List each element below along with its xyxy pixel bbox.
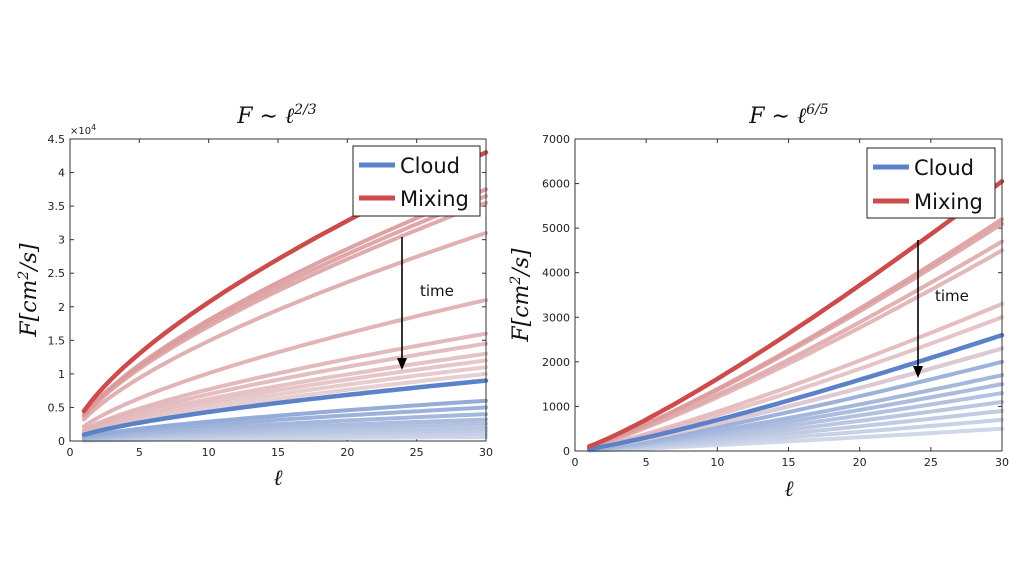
legend-label-mixing: Mixing (400, 187, 469, 211)
mixing-line-faded (81, 365, 488, 436)
y-tick-label: 3000 (542, 311, 570, 324)
y-tick-label: 0.5 (48, 401, 66, 414)
chart-left-legend-box (352, 145, 481, 217)
x-tick-label: 10 (202, 446, 216, 459)
cloud-line-main (586, 332, 1005, 452)
y-tick-label: 1.5 (48, 334, 66, 347)
mixing-line-faded (81, 358, 488, 435)
y-tick-label: 6000 (542, 178, 570, 191)
y-tick-label: 1000 (542, 400, 570, 413)
chart-right-legend: Cloud Mixing (866, 147, 996, 219)
x-tick-label: 25 (924, 456, 938, 469)
y-tick-label: 0 (563, 445, 570, 458)
chart-right-legend-box (866, 147, 996, 219)
chart-left: F ∼ ℓ2/3 0 5 10 15 20 25 30 0 0.5 1 1.5 2 2.5 3 3.5 4 4.… (16, 102, 493, 491)
chart-right-title: F ∼ ℓ6/5 (748, 102, 828, 129)
y-tick-label: 4.5 (48, 133, 66, 146)
y-tick-label: 4 (58, 167, 65, 180)
chart-left-ylabel: F[cm2/s] (16, 243, 42, 338)
chart-right-title-main: F ∼ ℓ (748, 104, 807, 129)
x-tick-label: 15 (782, 456, 796, 469)
y-tick-label: 1 (58, 368, 65, 381)
mixing-line-faded (587, 217, 1004, 450)
chart-right-frame (574, 138, 1003, 452)
chart-right-time-annotation: time (913, 240, 969, 378)
y-tick-label: 4000 (542, 267, 570, 280)
legend-label-cloud: Cloud (914, 156, 974, 180)
cloud-line-faded (81, 405, 488, 440)
y-tick-label: 2 (58, 301, 65, 314)
time-arrow-head (913, 366, 923, 378)
mixing-line-faded (587, 301, 1004, 451)
x-tick-label: 10 (710, 456, 724, 469)
time-arrow-head (397, 358, 407, 370)
y-tick-label: 2000 (542, 356, 570, 369)
chart-left-xlabel: ℓ (273, 466, 283, 491)
x-tick-label: 30 (995, 456, 1009, 469)
y-tick-label: 0 (58, 435, 65, 448)
x-tick-label: 5 (136, 446, 143, 459)
x-tick-label: 0 (572, 456, 579, 469)
mixing-line-faded (81, 231, 488, 422)
x-tick-label: 20 (340, 446, 354, 459)
chart-left-title-exponent: 2/3 (293, 102, 317, 118)
cloud-line-faded (81, 398, 488, 439)
y-tick-label: 2.5 (48, 267, 66, 280)
x-tick-label: 20 (853, 456, 867, 469)
cloud-line-main (81, 378, 489, 437)
chart-right-ylabel: F[cm2/s] (508, 248, 534, 343)
chart-right-title-exponent: 6/5 (806, 102, 829, 118)
time-label: time (420, 282, 454, 300)
chart-right: F ∼ ℓ6/5 0 5 10 15 20 25 30 0 1000 2000 3000 4000 50… (508, 102, 1009, 502)
mixing-line-faded (81, 351, 488, 434)
y-tick-label: 3 (58, 234, 65, 247)
y-tick-label: 3.5 (48, 200, 66, 213)
mixing-line-faded (81, 331, 488, 432)
cloud-line-faded (81, 412, 488, 441)
chart-left-legend: Cloud Mixing (352, 145, 481, 217)
x-tick-label: 5 (643, 456, 650, 469)
chart-left-title: F ∼ ℓ2/3 (236, 102, 316, 129)
legend-label-mixing: Mixing (914, 190, 983, 214)
mixing-line-main (586, 179, 1005, 449)
x-tick-label: 0 (67, 446, 74, 459)
chart-right-ticks: 0 5 10 15 20 25 30 0 1000 2000 3000 4000 5000 6000 700… (542, 133, 1009, 469)
chart-right-xlabel: ℓ (784, 477, 794, 502)
legend-label-cloud: Cloud (400, 154, 460, 178)
y-tick-label: 5000 (542, 222, 570, 235)
chart-left-time-annotation: time (397, 237, 454, 370)
mixing-line-faded (587, 239, 1004, 450)
chart-left-title-main: F ∼ ℓ (236, 104, 295, 129)
mixing-line-faded (81, 187, 488, 417)
time-label: time (935, 287, 969, 305)
x-tick-label: 30 (479, 446, 493, 459)
chart-left-series (81, 150, 489, 443)
chart-right-series (586, 179, 1005, 453)
mixing-line-faded (81, 298, 488, 429)
chart-left-frame (69, 138, 487, 442)
mixing-line-faded (81, 341, 488, 433)
chart-left-y-multiplier: ×104 (70, 123, 96, 137)
x-tick-label: 25 (410, 446, 424, 459)
y-tick-label: 7000 (542, 133, 570, 146)
x-tick-label: 15 (271, 446, 285, 459)
